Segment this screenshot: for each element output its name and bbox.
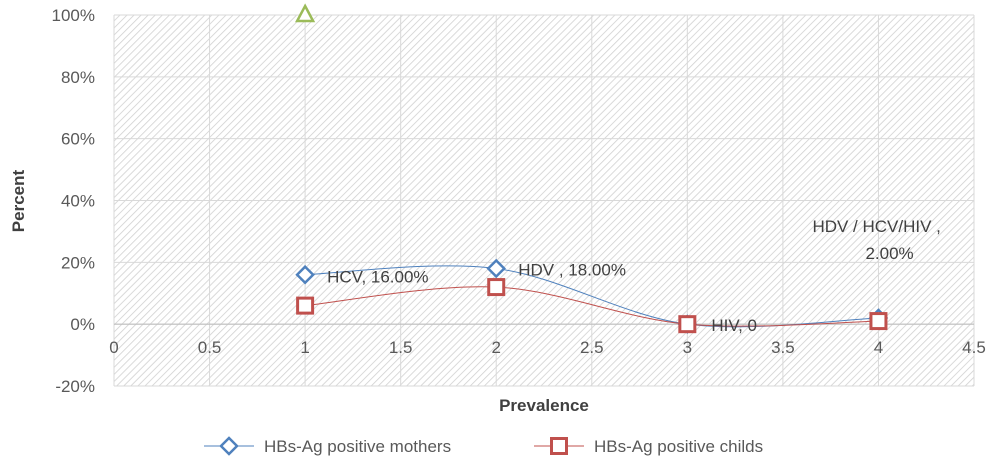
x-tick-label: 1: [300, 338, 309, 357]
x-tick-label: 4.5: [962, 338, 986, 357]
legend-square-marker: [550, 437, 568, 455]
legend: HBs-Ag positive mothers HBs-Ag positive c…: [204, 436, 763, 456]
series-layer: [295, 3, 889, 334]
legend-item: HBs-Ag positive childs: [534, 437, 763, 456]
y-axis-title: Percent: [9, 169, 28, 232]
data-label: HDV / HCV/HIV ,: [812, 217, 940, 236]
legend-item: HBs-Ag positive mothers: [204, 436, 451, 456]
data-label: 2.00%: [865, 244, 913, 263]
square-data-point: [296, 296, 315, 315]
x-tick-label: 0.5: [198, 338, 222, 357]
y-tick-label: 100%: [52, 6, 95, 25]
square-data-point: [487, 278, 506, 297]
square-data-point: [678, 315, 697, 334]
y-tick-label: 40%: [61, 192, 95, 211]
series-2: [296, 278, 888, 334]
y-tick-label: 60%: [61, 130, 95, 149]
y-tick-label: -20%: [55, 377, 95, 396]
series-line: [305, 286, 879, 327]
diamond-data-point: [295, 264, 315, 285]
legend-diamond-marker: [219, 436, 239, 456]
data-label: HIV, 0: [711, 316, 757, 335]
y-tick-label: 20%: [61, 253, 95, 272]
x-tick-label: 3.5: [771, 338, 795, 357]
series-3: [295, 3, 316, 23]
square-data-point: [869, 312, 888, 331]
legend-label: HBs-Ag positive childs: [594, 437, 763, 456]
x-tick-label: 2: [491, 338, 500, 357]
y-tick-label: 0%: [70, 315, 95, 334]
x-tick-label: 4: [874, 338, 883, 357]
x-tick-label: 2.5: [580, 338, 604, 357]
x-tick-label: 1.5: [389, 338, 413, 357]
x-axis-title: Prevalence: [499, 396, 589, 415]
axes: 0 0.5 1 1.5 2 2.5 3 3.5 4 4.5 -20% 0% 20% 40% 60% 80% 10…: [52, 6, 986, 396]
data-label: HDV , 18.00%: [518, 261, 626, 280]
x-tick-label: 3: [683, 338, 692, 357]
triangle-data-point: [295, 3, 316, 23]
legend-label: HBs-Ag positive mothers: [264, 437, 451, 456]
diamond-data-point: [486, 258, 506, 279]
gridlines: [113, 14, 975, 387]
data-labels: HCV, 16.00% HDV , 18.00% HIV, 0 HDV / HCV/H…: [327, 217, 941, 335]
x-tick-label: 0: [109, 338, 118, 357]
data-label: HCV, 16.00%: [327, 268, 428, 287]
y-tick-label: 80%: [61, 68, 95, 87]
